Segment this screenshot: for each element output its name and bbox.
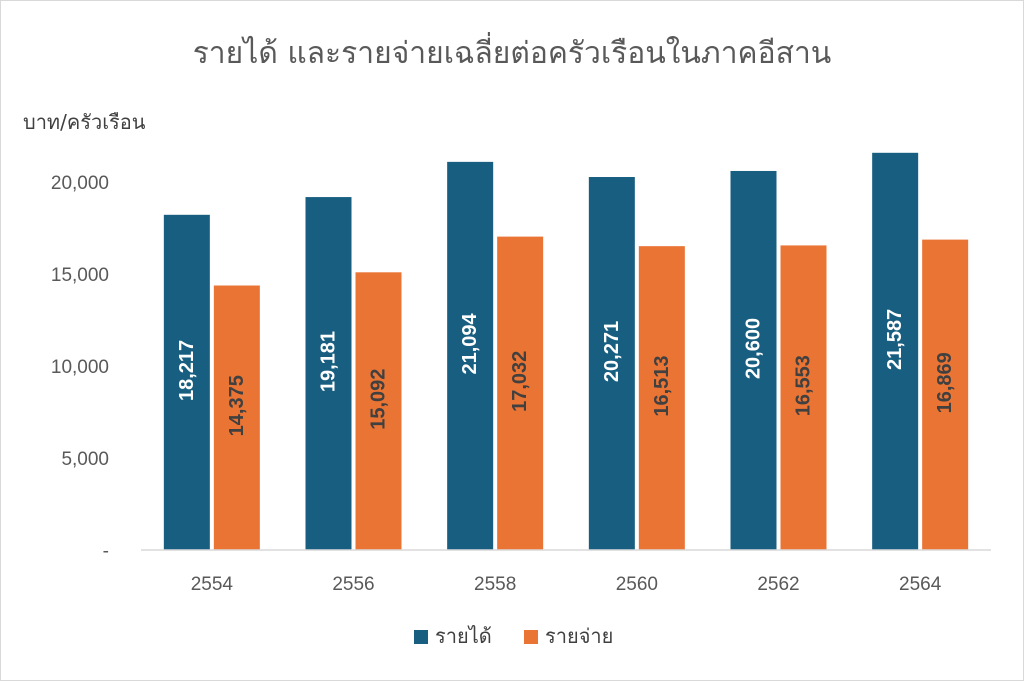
y-axis-unit-label: บาท/ครัวเรือน (23, 110, 146, 134)
data-label: 16,513 (651, 355, 673, 416)
legend-swatch (414, 630, 428, 644)
data-label: 18,217 (176, 340, 198, 401)
data-label: 16,869 (934, 352, 956, 413)
chart-title: รายได้ และรายจ่ายเฉลี่ยต่อครัวเรือนในภาค… (193, 32, 832, 71)
data-label: 19,181 (318, 331, 340, 392)
y-tick-label: 5,000 (61, 449, 109, 470)
y-tick-label: - (103, 541, 109, 562)
x-axis: 2554 2556 2558 2560 2562 2564 (191, 574, 942, 595)
data-label: 20,271 (601, 321, 623, 382)
bar-expense (780, 245, 827, 550)
x-tick-label: 2564 (899, 574, 942, 595)
x-tick-label: 2556 (332, 574, 374, 595)
bar-expense (213, 285, 260, 550)
bars: 18,217 14,375 19,181 15,092 21,094 17,032 20,2… (163, 152, 969, 551)
bar-income (447, 161, 494, 550)
legend-label: รายได้ (435, 624, 492, 648)
bar-expense (922, 239, 969, 550)
bar-income (163, 214, 210, 551)
x-tick-label: 2558 (474, 574, 516, 595)
y-axis: - 5,000 10,000 15,000 20,000 (51, 173, 109, 562)
bar-expense (497, 236, 544, 550)
bar-income (588, 177, 635, 550)
data-label: 21,587 (884, 309, 906, 370)
legend-label: รายจ่าย (545, 624, 613, 648)
x-tick-label: 2560 (616, 574, 658, 595)
data-label: 21,094 (459, 312, 481, 374)
data-label: 17,032 (509, 351, 531, 412)
data-label: 14,375 (226, 375, 248, 436)
bar-income (730, 170, 777, 550)
data-label: 16,553 (793, 355, 815, 416)
x-tick-label: 2554 (191, 574, 234, 595)
bar-income (305, 197, 352, 551)
legend-swatch (524, 630, 538, 644)
y-tick-label: 10,000 (51, 357, 109, 378)
x-tick-label: 2562 (757, 574, 799, 595)
y-tick-label: 20,000 (51, 173, 109, 194)
legend: รายได้ รายจ่าย (414, 624, 613, 648)
bar-expense (355, 272, 402, 550)
data-label: 15,092 (368, 369, 390, 430)
data-label: 20,600 (743, 318, 765, 379)
bar-expense (638, 246, 685, 550)
bar-income (872, 152, 919, 550)
y-tick-label: 15,000 (51, 265, 109, 286)
